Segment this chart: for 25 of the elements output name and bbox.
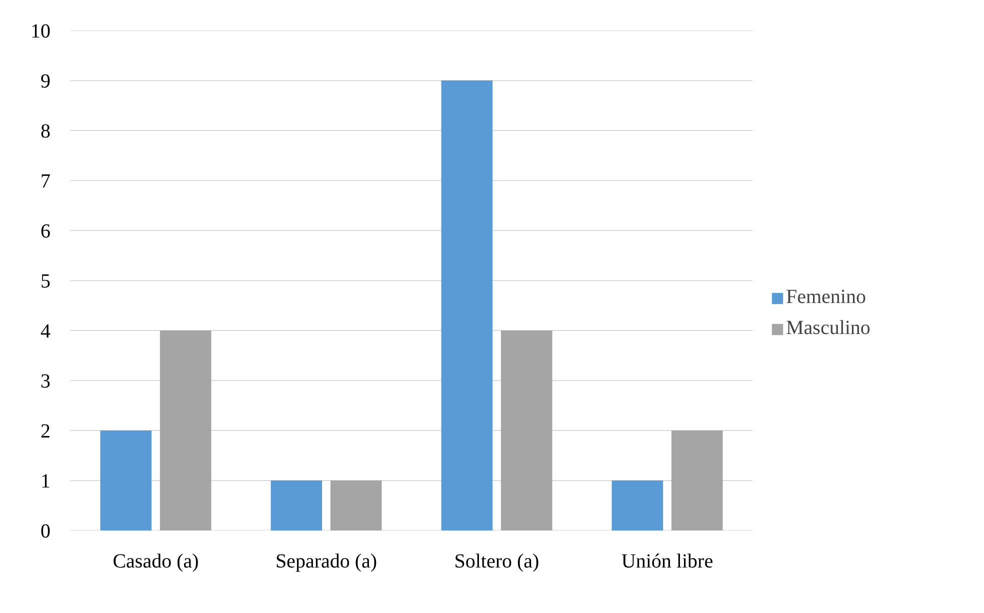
bar: [100, 430, 152, 530]
y-tick-label: 4: [40, 320, 50, 342]
bar: [671, 430, 723, 530]
y-tick-label: 1: [40, 470, 50, 492]
y-tick-label: 10: [30, 20, 50, 42]
y-tick-label: 7: [40, 170, 50, 192]
bar: [330, 480, 382, 530]
y-tick-label: 2: [40, 420, 50, 442]
x-tick-label: Casado (a): [112, 550, 199, 572]
y-tick-label: 5: [40, 270, 50, 292]
y-tick-label: 6: [40, 220, 50, 242]
bar: [270, 480, 322, 530]
bar: [612, 480, 664, 530]
bar: [500, 330, 552, 530]
legend-label: Masculino: [786, 317, 870, 340]
y-tick-label: 8: [40, 120, 50, 142]
y-tick-label: 3: [40, 370, 50, 392]
x-tick-label: Unión libre: [621, 550, 714, 572]
bar: [441, 80, 493, 530]
legend-label: Femenino: [786, 286, 866, 309]
bar: [160, 330, 212, 530]
x-tick-label: Soltero (a): [454, 550, 540, 572]
y-tick-label: 9: [40, 70, 50, 92]
x-tick-label: Separado (a): [275, 550, 378, 572]
y-tick-label: 0: [40, 520, 50, 542]
